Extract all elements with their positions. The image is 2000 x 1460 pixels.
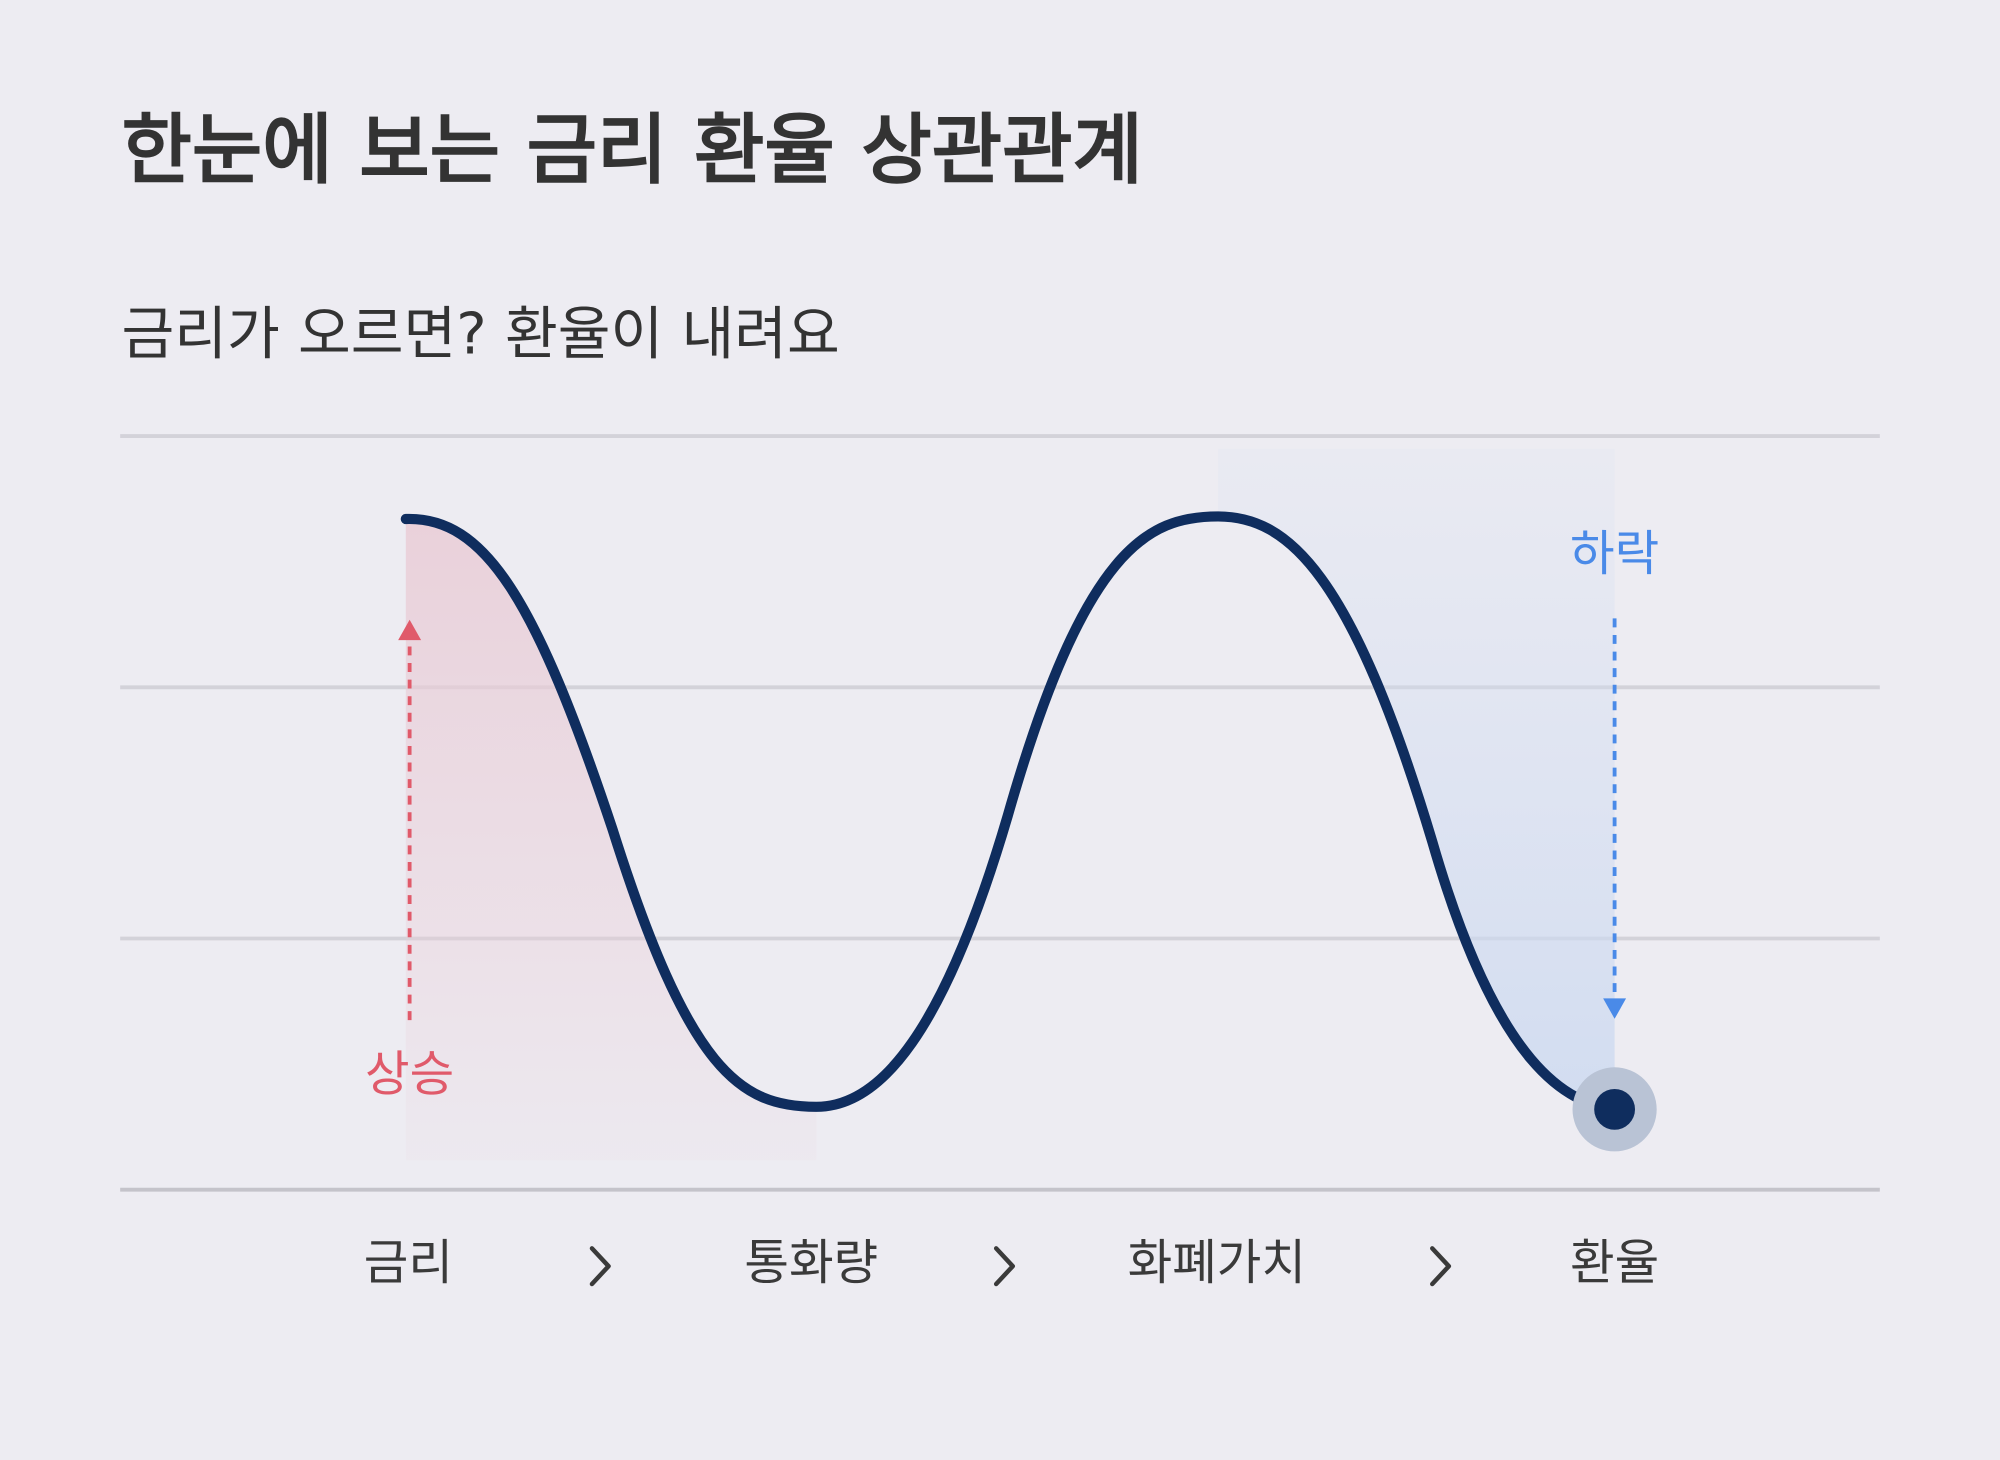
fall-area bbox=[1218, 448, 1615, 1161]
fall-arrowhead bbox=[1603, 998, 1627, 1019]
chevron bbox=[589, 1246, 611, 1287]
rise-arrowhead bbox=[398, 619, 422, 641]
step-label: 금리 bbox=[364, 1235, 453, 1291]
subtitle: 금리가 오르면? 환율이 내려요 bbox=[121, 301, 839, 368]
chevrons bbox=[589, 1246, 1452, 1287]
wave bbox=[400, 511, 1620, 1115]
rise-label: 상승 bbox=[365, 1046, 454, 1102]
step-label: 화폐가치 bbox=[1128, 1235, 1306, 1291]
chevron bbox=[993, 1246, 1015, 1287]
end-dot bbox=[1594, 1088, 1636, 1130]
chevron bbox=[1430, 1246, 1452, 1287]
title: 한눈에 보는 금리 환율 상관관계 bbox=[121, 107, 1142, 196]
fall-label: 하락 bbox=[1570, 526, 1659, 582]
step-label: 환율 bbox=[1570, 1235, 1659, 1291]
step-label: 통화량 bbox=[744, 1235, 878, 1291]
